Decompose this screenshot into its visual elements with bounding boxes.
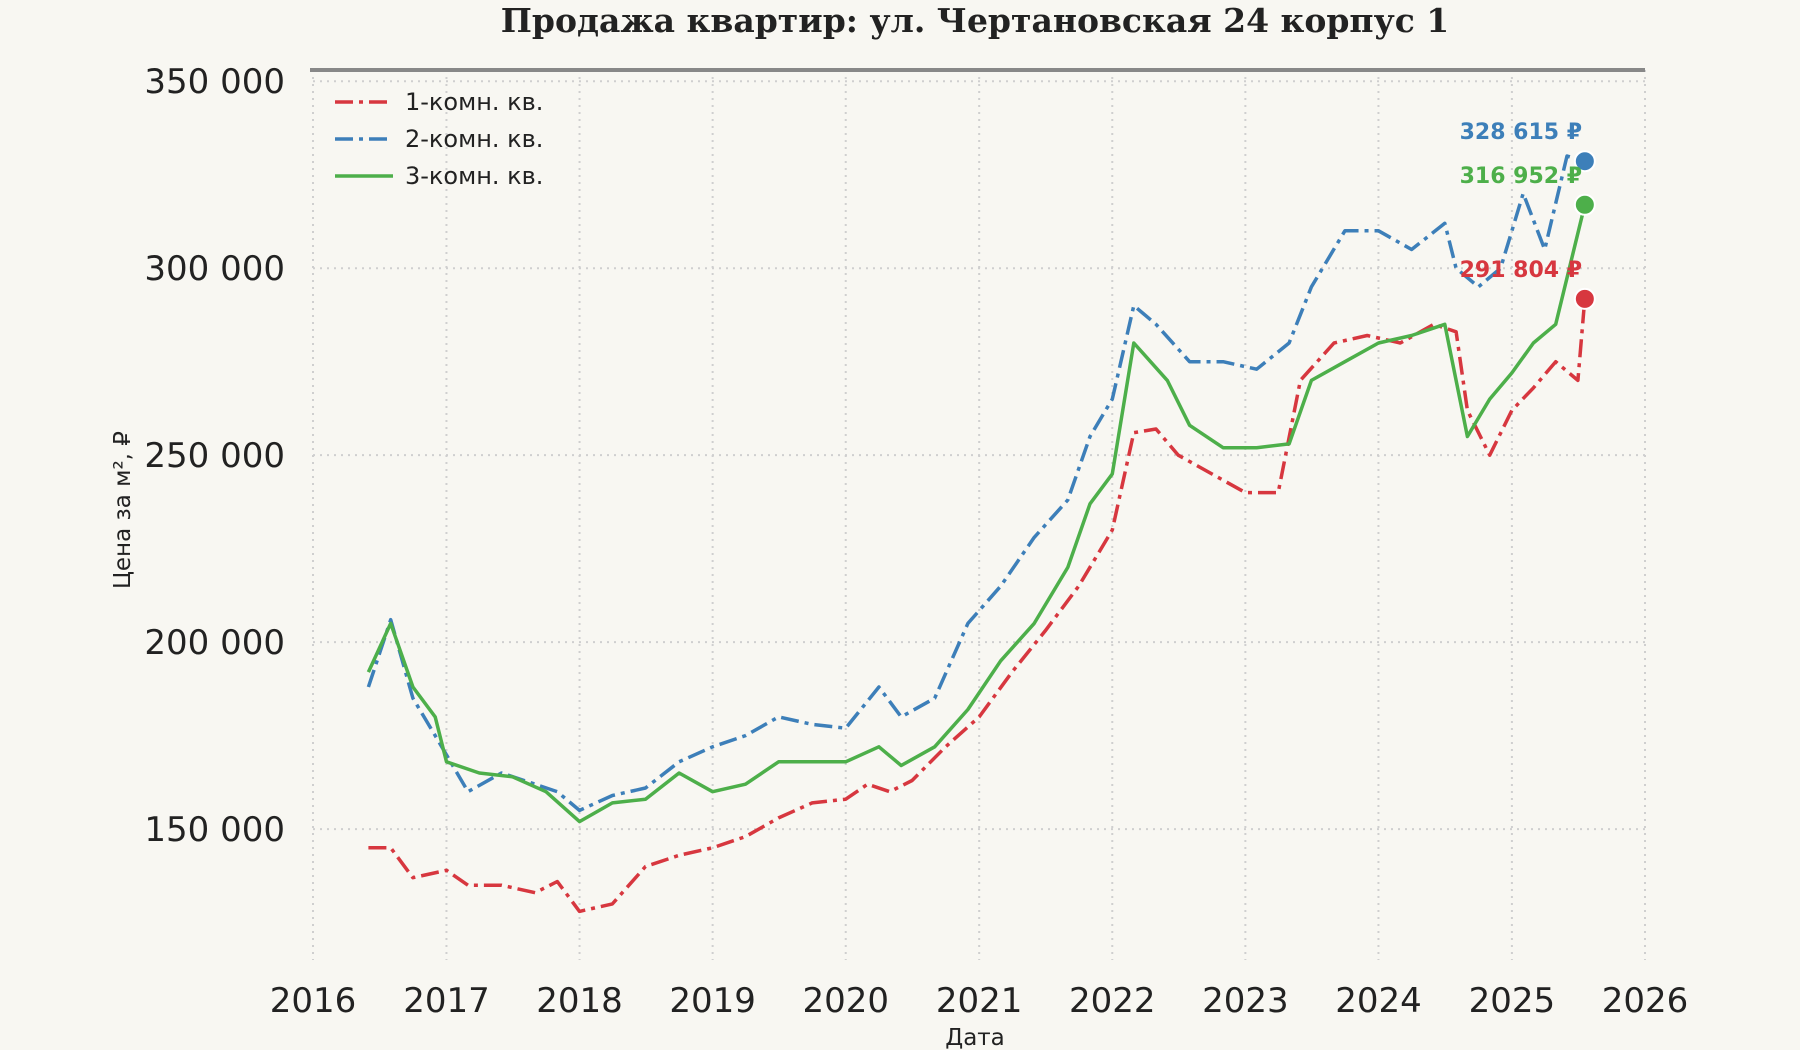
x-tick-label: 2026 [1602,981,1689,1021]
x-tick-label: 2024 [1335,981,1422,1021]
grid [310,68,1646,960]
x-tick-label: 2022 [1069,981,1156,1021]
chart-title: Продажа квартир: ул. Чертановская 24 кор… [501,1,1450,40]
y-tick-label: 250 000 [144,436,285,476]
x-tick-label: 2025 [1469,981,1556,1021]
series-lines [366,154,1587,914]
x-tick-label: 2019 [669,981,756,1021]
end-value-label: 328 615 ₽ [1460,120,1582,145]
axis-ticks: 2016 2017 2018 2019 2020 2021 2022 2023 2024 2025… [144,62,1688,1021]
end-value-label: 291 804 ₽ [1460,258,1582,283]
y-tick-label: 300 000 [144,249,285,289]
series-line [368,298,1587,914]
y-tick-label: 200 000 [144,623,285,663]
end-marker-dot [1573,287,1596,310]
end-markers: 328 615 ₽ 316 952 ₽ 291 804 ₽ [1460,120,1596,310]
legend-entry: 2-комн. кв. [405,125,543,153]
legend: 1-комн. кв. 2-комн. кв. 3-комн. кв. [335,88,543,190]
legend-entry: 3-комн. кв. [405,162,543,190]
y-tick-label: 350 000 [144,62,285,102]
x-axis-label: Дата [945,1025,1005,1050]
end-marker-dot [1573,193,1596,216]
x-tick-label: 2020 [802,981,889,1021]
end-value-label: 316 952 ₽ [1460,164,1582,189]
y-tick-label: 150 000 [144,810,285,850]
x-tick-label: 2017 [403,981,490,1021]
x-tick-label: 2018 [536,981,623,1021]
y-axis-label: Цена за м², ₽ [110,431,136,589]
series-line [366,154,1586,813]
x-tick-label: 2023 [1202,981,1289,1021]
end-marker-dot [1573,150,1596,173]
x-tick-label: 2021 [936,981,1023,1021]
x-tick-label: 2016 [270,981,357,1021]
legend-entry: 1-комн. кв. [405,88,543,116]
series-line [366,204,1587,824]
